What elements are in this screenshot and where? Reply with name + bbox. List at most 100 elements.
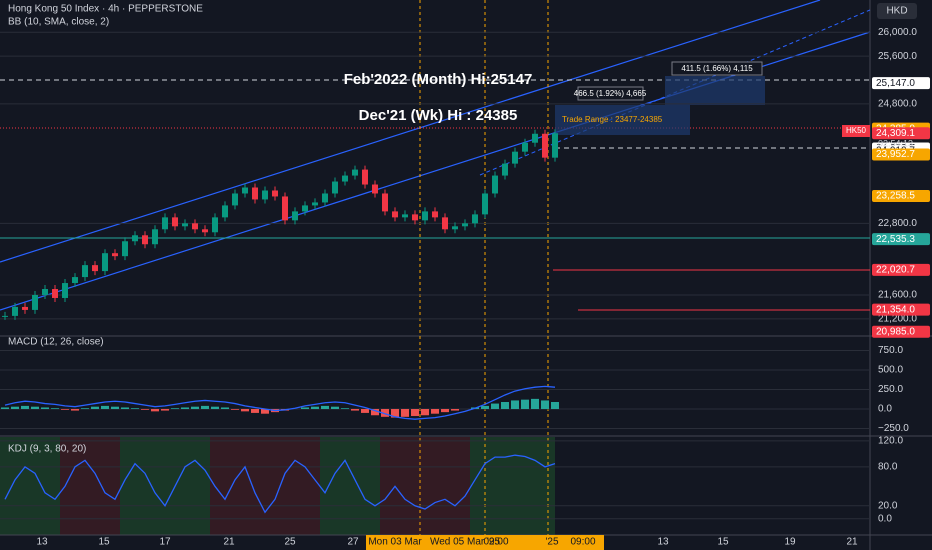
candle xyxy=(502,163,508,176)
histogram-bar xyxy=(71,409,79,411)
channel-line xyxy=(0,0,821,263)
price-tag-label: 24,309.1 xyxy=(876,128,915,139)
candle xyxy=(92,265,98,272)
price-tag xyxy=(872,148,930,161)
symbol-title: Hong Kong 50 Index · 4h · PEPPERSTONE xyxy=(8,4,203,15)
candle xyxy=(352,169,358,176)
candle xyxy=(512,151,518,164)
x-tick-label: 13 xyxy=(657,537,669,548)
candle xyxy=(542,133,548,158)
candle xyxy=(292,211,298,221)
candle xyxy=(2,315,8,317)
candle xyxy=(262,190,268,200)
y-tick-label: 0.0 xyxy=(878,513,892,524)
annotation: 466.5 (1.92%) 4,665 xyxy=(574,89,647,98)
candle xyxy=(532,133,538,143)
histogram-bar xyxy=(211,406,219,410)
candle xyxy=(392,211,398,218)
candle xyxy=(202,229,208,233)
candle xyxy=(332,181,338,194)
histogram-bar xyxy=(141,409,149,410)
y-tick-label: 24,800.0 xyxy=(878,99,917,110)
price-tag xyxy=(872,325,930,338)
x-tick-label: Wed 05 Mar '25 xyxy=(430,537,501,548)
candle xyxy=(42,289,48,295)
candle xyxy=(132,235,138,242)
candle xyxy=(62,283,68,298)
kdj-zone xyxy=(210,437,320,535)
candle xyxy=(122,241,128,257)
histogram-bar xyxy=(331,406,339,410)
candle xyxy=(312,202,318,206)
candle xyxy=(282,196,288,221)
currency[interactable]: HKD xyxy=(886,6,907,17)
histogram-bar xyxy=(111,406,119,410)
histogram-bar xyxy=(431,409,439,414)
y-tick-label: 22,800.0 xyxy=(878,218,917,229)
candle xyxy=(22,306,28,310)
x-tick-label: 25 xyxy=(284,537,296,548)
histogram-bar xyxy=(231,409,239,410)
histogram-bar xyxy=(221,407,229,410)
y-tick-label: 80.0 xyxy=(878,461,898,472)
candle xyxy=(302,205,308,212)
histogram-bar xyxy=(381,409,389,417)
histogram-bar xyxy=(61,409,69,410)
histogram-bar xyxy=(11,406,19,410)
histogram-bar xyxy=(171,408,179,410)
macd-line xyxy=(4,385,556,420)
candle xyxy=(72,277,78,284)
histogram-bar xyxy=(441,409,449,413)
candle xyxy=(362,169,368,185)
price-tag xyxy=(872,127,930,140)
histogram-bar xyxy=(101,405,109,410)
histogram-bar xyxy=(411,409,419,417)
annotation: 411.5 (1.66%) 4,115 xyxy=(681,64,753,73)
histogram-bar xyxy=(251,409,259,413)
histogram-bar xyxy=(311,406,319,410)
candle xyxy=(222,205,228,218)
histogram-bar xyxy=(321,405,329,410)
measure-label-bg xyxy=(577,86,644,101)
x-tick-label: 15 xyxy=(98,537,110,548)
candle xyxy=(182,223,188,227)
price-tag-label: 20,985.0 xyxy=(876,326,915,337)
pane-title: KDJ (9, 3, 80, 20) xyxy=(8,444,86,455)
histogram-bar xyxy=(201,405,209,410)
price-tag xyxy=(872,263,930,276)
annotation: Dec'21 (Wk) Hi : 24385 xyxy=(359,107,518,124)
candle xyxy=(412,214,418,221)
histogram-bar xyxy=(421,409,429,416)
y-tick-label: 750.0 xyxy=(878,345,903,356)
candle xyxy=(472,214,478,224)
candle xyxy=(342,175,348,182)
candle xyxy=(402,214,408,218)
histogram-bar xyxy=(501,401,509,410)
histogram-bar xyxy=(491,403,499,410)
x-tick-label: 21 xyxy=(846,537,858,548)
price-tag xyxy=(872,233,930,246)
price-tag-label: 22,535.3 xyxy=(876,234,915,245)
candle xyxy=(252,187,258,200)
x-tick-label: '25 xyxy=(545,537,558,548)
candle xyxy=(12,306,18,316)
histogram-bar xyxy=(241,409,249,412)
histogram-bar xyxy=(41,407,49,410)
candle xyxy=(552,133,558,158)
candle xyxy=(232,193,238,206)
x-tick-label: 27 xyxy=(347,537,359,548)
candle xyxy=(522,142,528,152)
histogram-bar xyxy=(131,408,139,410)
candle xyxy=(442,217,448,230)
candle xyxy=(462,223,468,227)
candle xyxy=(172,217,178,227)
countdown: 02:54:13 xyxy=(878,139,913,149)
histogram-bar xyxy=(161,409,169,411)
histogram-bar xyxy=(361,409,369,413)
currency-button[interactable] xyxy=(877,3,917,19)
histogram-bar xyxy=(191,406,199,410)
price-tag xyxy=(872,303,930,316)
candle xyxy=(52,289,58,298)
histogram-bar xyxy=(511,400,519,410)
